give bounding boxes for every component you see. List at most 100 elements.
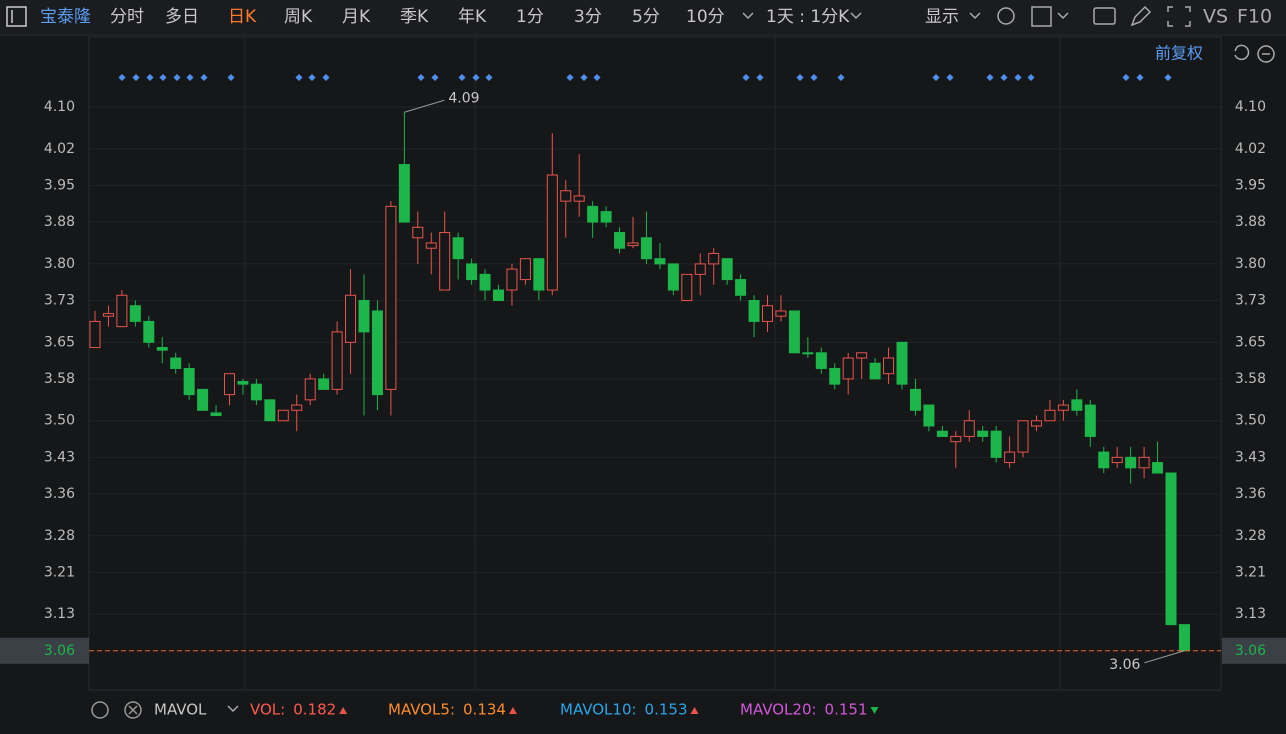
- candle-body: [708, 252, 720, 265]
- candle-body: [721, 258, 733, 281]
- candles: 4.09 3.06 3.06 3.06: [0, 90, 1286, 673]
- signal-marker: [946, 73, 954, 82]
- candle-body: [371, 310, 383, 396]
- display-menu[interactable]: 显示: [925, 7, 959, 27]
- checkbox-icon[interactable]: [1031, 6, 1052, 27]
- tab[interactable]: 多日: [165, 7, 199, 27]
- candle-body: [519, 258, 531, 281]
- candle-body: [560, 190, 572, 202]
- tab[interactable]: 10分: [686, 7, 725, 27]
- signal-marker: [227, 73, 235, 82]
- tab[interactable]: 年K: [458, 7, 487, 27]
- settings-icon[interactable]: [997, 7, 1015, 25]
- toolbar-bg: [0, 0, 1286, 34]
- tab[interactable]: 日K: [228, 7, 257, 27]
- signal-marker: [118, 73, 126, 82]
- y-tick-label-right: 3.65: [1235, 334, 1266, 350]
- tab[interactable]: 分时: [110, 7, 144, 27]
- candle-body: [331, 331, 343, 390]
- candle-body: [735, 279, 747, 296]
- fullscreen-icon[interactable]: [1167, 6, 1191, 27]
- signal-marker: [322, 73, 330, 82]
- signal-marker: [173, 73, 181, 82]
- f10-button[interactable]: F10: [1237, 6, 1272, 28]
- candle-body: [143, 320, 155, 343]
- stock-name[interactable]: 宝泰隆: [40, 7, 91, 27]
- candle-body: [183, 367, 195, 396]
- tab[interactable]: 季K: [400, 7, 429, 27]
- signal-marker: [796, 73, 804, 82]
- candle-body: [291, 404, 303, 411]
- y-tick-label: 3.58: [44, 371, 75, 387]
- tab[interactable]: 1分: [516, 7, 544, 27]
- y-tick-label: 3.36: [44, 486, 75, 502]
- indicator-name[interactable]: MAVOL: [154, 701, 207, 719]
- y-tick-label-right: 3.21: [1235, 564, 1266, 580]
- y-tick-label: 3.95: [44, 177, 75, 193]
- y-tick-label-right: 3.43: [1235, 449, 1266, 465]
- adjust-mode[interactable]: 前复权: [1155, 44, 1203, 63]
- candle-body: [950, 435, 962, 443]
- candle-body: [237, 381, 249, 385]
- indicator-value: 0.153: [645, 701, 688, 719]
- signal-marker: [580, 73, 588, 82]
- candle-body: [990, 430, 1002, 458]
- indicator-trend: [339, 707, 348, 714]
- indicator-label: MAVOL5:: [388, 701, 455, 719]
- candle-body: [627, 242, 639, 247]
- low-label: 3.06: [1109, 657, 1140, 673]
- candle-body: [506, 268, 518, 291]
- candle-body: [815, 352, 827, 369]
- candle-body: [694, 263, 706, 275]
- candle-body: [640, 237, 652, 260]
- indicator-settings[interactable]: [91, 701, 109, 719]
- vs-button[interactable]: VS: [1203, 6, 1228, 28]
- candle-body: [264, 399, 276, 422]
- candle-body: [1017, 420, 1029, 453]
- candle-body: [896, 341, 908, 385]
- period-select[interactable]: 1天 : 1分K: [766, 7, 850, 27]
- candle-body: [788, 310, 800, 354]
- camera-icon[interactable]: [1093, 7, 1116, 25]
- reset-icon[interactable]: [1234, 44, 1250, 61]
- signal-marker: [837, 73, 845, 82]
- indicator-value: 0.134: [463, 701, 506, 719]
- signal-marker: [742, 73, 750, 82]
- candle-body: [439, 232, 451, 291]
- y-tick-label-right: 3.88: [1235, 214, 1266, 230]
- signal-marker: [472, 73, 480, 82]
- candle-body: [479, 273, 491, 291]
- candle-body: [1044, 409, 1056, 422]
- y-tick-label: 4.10: [44, 99, 75, 115]
- signal-marker: [932, 73, 940, 82]
- y-tick-label-right: 4.10: [1235, 99, 1266, 115]
- y-tick-label-right: 3.50: [1235, 413, 1266, 429]
- last-price-box-right: [1222, 637, 1286, 664]
- tab[interactable]: 周K: [284, 7, 313, 27]
- candle-body: [493, 289, 504, 302]
- candle-body: [345, 294, 357, 343]
- y-tick-label-right: 3.28: [1235, 528, 1266, 544]
- candle-body: [89, 320, 101, 349]
- tab[interactable]: 3分: [574, 7, 602, 27]
- indicator-close[interactable]: [124, 701, 142, 719]
- tab[interactable]: 月K: [342, 7, 371, 27]
- pencil-icon[interactable]: [1130, 5, 1152, 27]
- y-tick-label: 3.88: [44, 214, 75, 230]
- last-price-box-left: [0, 637, 89, 664]
- tab[interactable]: 5分: [632, 7, 660, 27]
- zoom-out-icon[interactable]: [1257, 45, 1275, 63]
- sidebar-toggle[interactable]: [6, 6, 27, 27]
- candle-body: [1071, 399, 1083, 411]
- candle-body: [963, 420, 975, 437]
- y-tick-label: 3.13: [44, 606, 75, 622]
- indicator-close-x: [128, 705, 138, 715]
- signal-marker: [186, 73, 194, 82]
- y-tick-label: 3.43: [44, 449, 75, 465]
- signal-marker: [1000, 73, 1008, 82]
- candle-body: [412, 226, 424, 239]
- high-leader: [404, 99, 445, 113]
- indicator-trend: [870, 707, 879, 714]
- indicator-dropdown[interactable]: [227, 705, 239, 713]
